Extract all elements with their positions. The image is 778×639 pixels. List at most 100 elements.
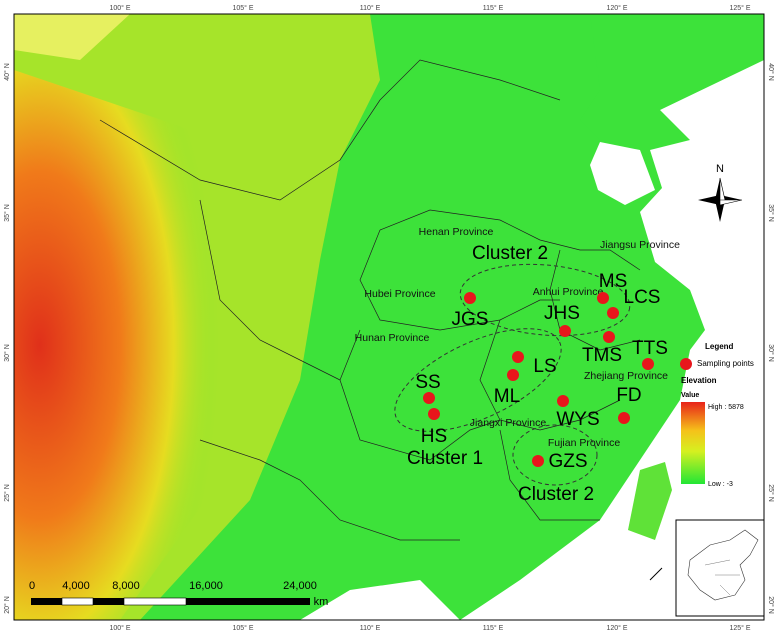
- site-label: SS: [415, 372, 440, 393]
- borders: [99, 59, 641, 541]
- inset-country: [687, 529, 759, 601]
- lat-label: 30° N: [767, 344, 775, 362]
- site-label: JGS: [452, 309, 489, 330]
- province-label: Hunan Province: [355, 332, 430, 344]
- lon-label: 120° E: [606, 624, 627, 632]
- sampling-point: [642, 358, 654, 370]
- lon-label: 110° E: [360, 624, 381, 632]
- sampling-point: [532, 455, 544, 467]
- scale-label: 0: [29, 580, 35, 592]
- lat-label: 40° N: [3, 63, 11, 81]
- frame: [13, 13, 765, 621]
- cluster-ellipse: [512, 424, 598, 486]
- sampling-point: [603, 331, 615, 343]
- border: [199, 199, 341, 381]
- border: [339, 329, 501, 461]
- province-label: Henan Province: [419, 226, 494, 238]
- elevation-ramp: [681, 402, 705, 484]
- lon-label: 105° E: [232, 624, 253, 632]
- cluster-label: Cluster 2: [518, 484, 594, 505]
- inset-borders: [704, 559, 740, 596]
- inset-pointer: [649, 567, 663, 581]
- sampling-point: [559, 325, 571, 337]
- sampling-point: [428, 408, 440, 420]
- site-label: TTS: [632, 338, 668, 359]
- site-label: MS: [599, 271, 628, 292]
- lat-label: 20° N: [767, 596, 775, 614]
- scale-label: 16,000: [189, 580, 223, 592]
- lon-label: 100° E: [109, 624, 130, 632]
- scale-segment: [123, 597, 187, 606]
- arrow-light: [719, 177, 743, 206]
- cluster-label: Cluster 1: [407, 448, 483, 469]
- scale-label: 24,000: [283, 580, 317, 592]
- legend: Legend Sampling points Elevation Value H…: [680, 342, 754, 488]
- site-label: TMS: [582, 345, 622, 366]
- sampling-point: [607, 307, 619, 319]
- scale-segment: [61, 597, 94, 606]
- border: [379, 209, 641, 271]
- lon-label: 115° E: [483, 4, 504, 12]
- sampling-point: [597, 292, 609, 304]
- province-label: Hubei Province: [364, 288, 435, 300]
- scale-label: 4,000: [62, 580, 90, 592]
- cluster-label: Cluster 2: [472, 243, 548, 264]
- lat-label: 35° N: [767, 204, 775, 222]
- lat-label: 20° N: [3, 596, 11, 614]
- lon-label: 120° E: [606, 4, 627, 12]
- province-label: Fujian Province: [548, 437, 621, 449]
- lat-labels: 40° N 35° N 30° N 25° N 20° N 40° N 35° …: [3, 63, 775, 614]
- sampling-point: [423, 392, 435, 404]
- scale-segment: [186, 598, 310, 605]
- scale-unit: km: [314, 596, 329, 608]
- legend-label: Low : -3: [708, 481, 733, 488]
- province-label: Jiangxi Province: [470, 417, 547, 429]
- sampling-point: [557, 395, 569, 407]
- inset-map: [649, 519, 765, 617]
- legend-point: [680, 358, 692, 370]
- border: [359, 229, 560, 331]
- cluster-labels: Cluster 2 Cluster 1 Cluster 2: [407, 243, 594, 505]
- sampling-point: [512, 351, 524, 363]
- legend-title: Legend: [705, 342, 734, 351]
- province-label: Jiangsu Province: [600, 239, 680, 251]
- province-labels: Henan Province Jiangsu Province Hubei Pr…: [355, 226, 680, 449]
- sampling-points: [423, 292, 654, 467]
- taiwan: [628, 462, 672, 540]
- border: [499, 429, 600, 521]
- site-label: WYS: [556, 409, 599, 430]
- lat-label: 30° N: [3, 344, 11, 362]
- north-label: N: [716, 163, 724, 175]
- scale-segment: [31, 598, 62, 605]
- cluster-outlines: [394, 263, 631, 486]
- legend-label: Sampling points: [697, 359, 754, 368]
- border: [479, 319, 621, 431]
- plateau: [14, 70, 270, 620]
- sampling-point: [507, 369, 519, 381]
- border: [99, 59, 561, 201]
- sampling-point: [618, 412, 630, 424]
- lat-label: 35° N: [3, 204, 11, 222]
- lon-label: 115° E: [483, 624, 504, 632]
- scale-label: 8,000: [112, 580, 140, 592]
- lat-label: 25° N: [767, 484, 775, 502]
- lon-label: 125° E: [729, 4, 750, 12]
- province-label: Anhui Province: [533, 286, 604, 298]
- cluster-ellipse: [459, 263, 631, 337]
- scale-segment: [93, 598, 124, 605]
- lat-label: 40° N: [767, 63, 775, 81]
- site-label: LS: [533, 356, 556, 377]
- province-label: Zhejiang Province: [584, 370, 668, 382]
- site-labels: MS LCS JHS JGS TMS TTS LS ML SS HS FD WY…: [415, 271, 668, 472]
- north-arrow: N: [698, 163, 743, 222]
- lon-labels: 100° E 105° E 110° E 115° E 120° E 125° …: [109, 4, 750, 632]
- sampling-point: [464, 292, 476, 304]
- legend-heading: Value: [681, 392, 699, 399]
- site-label: HS: [421, 426, 447, 447]
- lat-label: 25° N: [3, 484, 11, 502]
- border: [199, 439, 460, 541]
- site-label: LCS: [624, 287, 661, 308]
- lon-label: 125° E: [729, 624, 750, 632]
- lon-label: 110° E: [360, 4, 381, 12]
